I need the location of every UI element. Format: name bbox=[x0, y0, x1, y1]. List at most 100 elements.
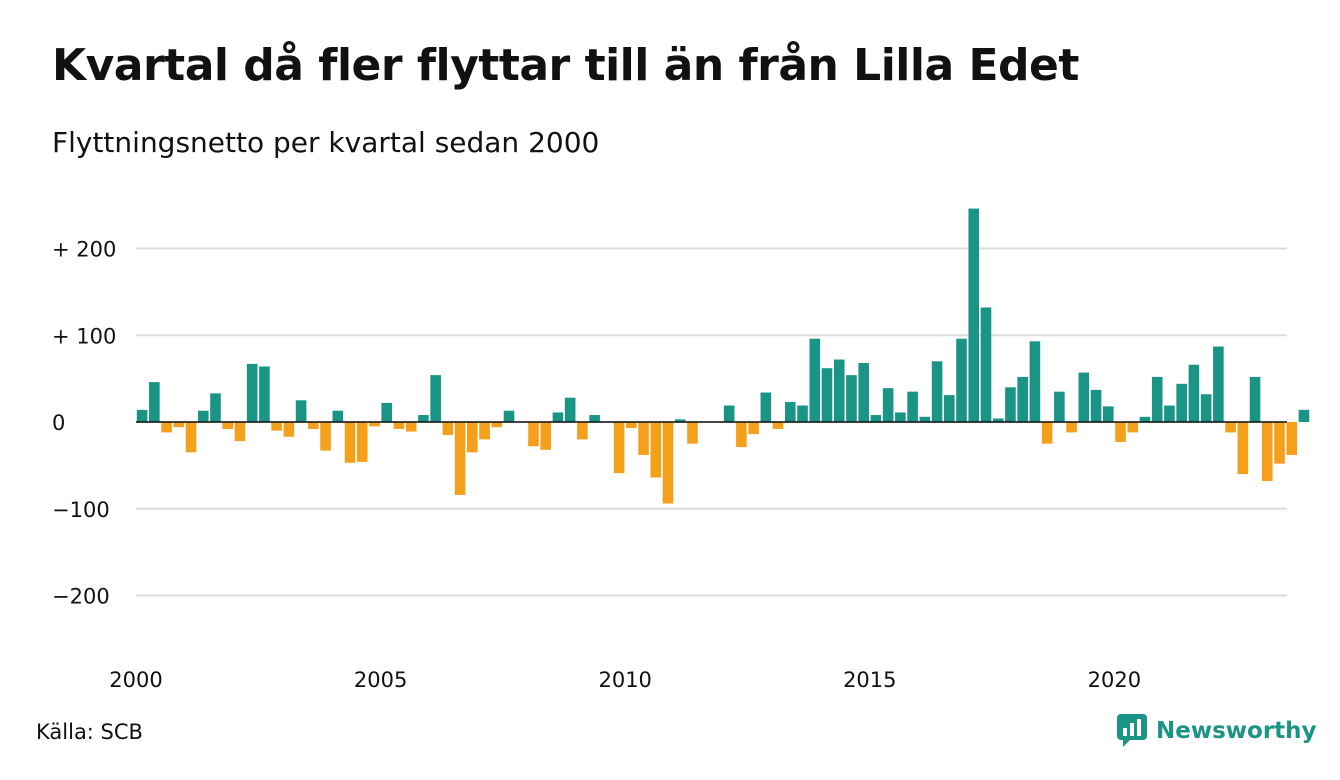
bar bbox=[210, 393, 221, 422]
bar bbox=[1176, 383, 1187, 422]
bar bbox=[687, 422, 698, 444]
bar bbox=[992, 418, 1004, 422]
bar bbox=[161, 422, 172, 433]
bar bbox=[393, 422, 405, 429]
bar bbox=[626, 422, 637, 429]
bar bbox=[980, 307, 992, 422]
bar bbox=[809, 338, 821, 422]
bar bbox=[1213, 346, 1224, 422]
bar bbox=[320, 422, 331, 451]
bar bbox=[1249, 376, 1261, 422]
bar bbox=[1298, 409, 1310, 422]
x-tick-label: 2015 bbox=[843, 668, 896, 692]
bar bbox=[723, 405, 735, 422]
bar bbox=[1029, 341, 1041, 422]
bar bbox=[760, 392, 772, 422]
bar bbox=[369, 422, 380, 427]
bar bbox=[968, 208, 980, 422]
brand: Newsworthy bbox=[1117, 714, 1317, 748]
bar bbox=[1066, 422, 1077, 433]
chart-subtitle: Flyttningsnetto per kvartal sedan 2000 bbox=[52, 126, 600, 159]
bar bbox=[577, 422, 588, 440]
bar bbox=[479, 422, 490, 440]
bar bbox=[1261, 422, 1273, 481]
x-tick-label: 2005 bbox=[354, 668, 407, 692]
y-tick-label: −100 bbox=[52, 498, 110, 522]
bar bbox=[748, 422, 759, 435]
bar bbox=[503, 410, 515, 422]
bar bbox=[197, 410, 209, 422]
bar bbox=[943, 395, 955, 422]
bar bbox=[1115, 422, 1126, 442]
bar bbox=[356, 422, 368, 462]
bar bbox=[821, 368, 833, 422]
bar bbox=[613, 422, 625, 474]
chart-title: Kvartal då fler flyttar till än från Lil… bbox=[52, 40, 1079, 91]
bar bbox=[1139, 416, 1151, 422]
y-tick-label: + 200 bbox=[52, 238, 116, 262]
bar bbox=[858, 363, 869, 422]
x-tick-label: 2010 bbox=[598, 668, 651, 692]
y-tick-label: −200 bbox=[52, 585, 110, 609]
x-tick-label: 2020 bbox=[1088, 668, 1141, 692]
y-tick-label: 0 bbox=[52, 411, 65, 435]
newsworthy-logo-icon bbox=[1117, 714, 1147, 747]
bar bbox=[956, 338, 967, 422]
bar bbox=[185, 422, 197, 453]
y-tick-label: + 100 bbox=[52, 324, 116, 348]
bar bbox=[405, 422, 417, 432]
brand-name: Newsworthy bbox=[1156, 718, 1317, 744]
bar bbox=[650, 422, 662, 478]
bar bbox=[1225, 422, 1236, 433]
x-tick-label: 2000 bbox=[109, 668, 162, 692]
bar bbox=[638, 422, 649, 455]
bar bbox=[1151, 376, 1163, 422]
bar bbox=[454, 422, 466, 495]
bar bbox=[283, 422, 295, 437]
bar bbox=[1090, 389, 1102, 422]
bar bbox=[785, 402, 796, 422]
bar bbox=[259, 366, 270, 422]
bar bbox=[1188, 364, 1200, 422]
bar bbox=[1005, 387, 1016, 422]
bar bbox=[1164, 405, 1175, 422]
bar bbox=[271, 422, 282, 431]
bar bbox=[1017, 376, 1028, 422]
bar bbox=[222, 422, 234, 429]
bar bbox=[907, 391, 918, 422]
bar bbox=[919, 416, 931, 422]
bar bbox=[1078, 372, 1090, 422]
bar bbox=[1054, 391, 1065, 422]
bar bbox=[246, 363, 258, 422]
bar bbox=[173, 422, 185, 428]
bar bbox=[332, 410, 344, 422]
bar bbox=[833, 359, 845, 422]
bar bbox=[344, 422, 356, 463]
bar bbox=[149, 382, 160, 422]
bar bbox=[895, 412, 906, 422]
bar bbox=[308, 422, 319, 429]
bar bbox=[870, 415, 882, 422]
bar bbox=[1041, 422, 1053, 444]
bar bbox=[442, 422, 454, 436]
bar bbox=[491, 422, 503, 428]
bar bbox=[528, 422, 539, 447]
bar bbox=[882, 388, 894, 422]
bar bbox=[540, 422, 552, 450]
bar bbox=[662, 422, 674, 504]
bar bbox=[736, 422, 747, 448]
bar bbox=[234, 422, 246, 442]
bar bbox=[1102, 406, 1114, 422]
bar bbox=[564, 397, 576, 422]
bar bbox=[931, 361, 943, 422]
bar bbox=[589, 415, 600, 422]
bar bbox=[430, 375, 441, 422]
bar bbox=[552, 412, 564, 422]
bar bbox=[1127, 422, 1139, 433]
bar bbox=[1237, 422, 1249, 475]
bar bbox=[381, 402, 393, 422]
bar bbox=[1200, 394, 1212, 422]
bar bbox=[136, 409, 148, 422]
source-note: Källa: SCB bbox=[36, 720, 143, 744]
